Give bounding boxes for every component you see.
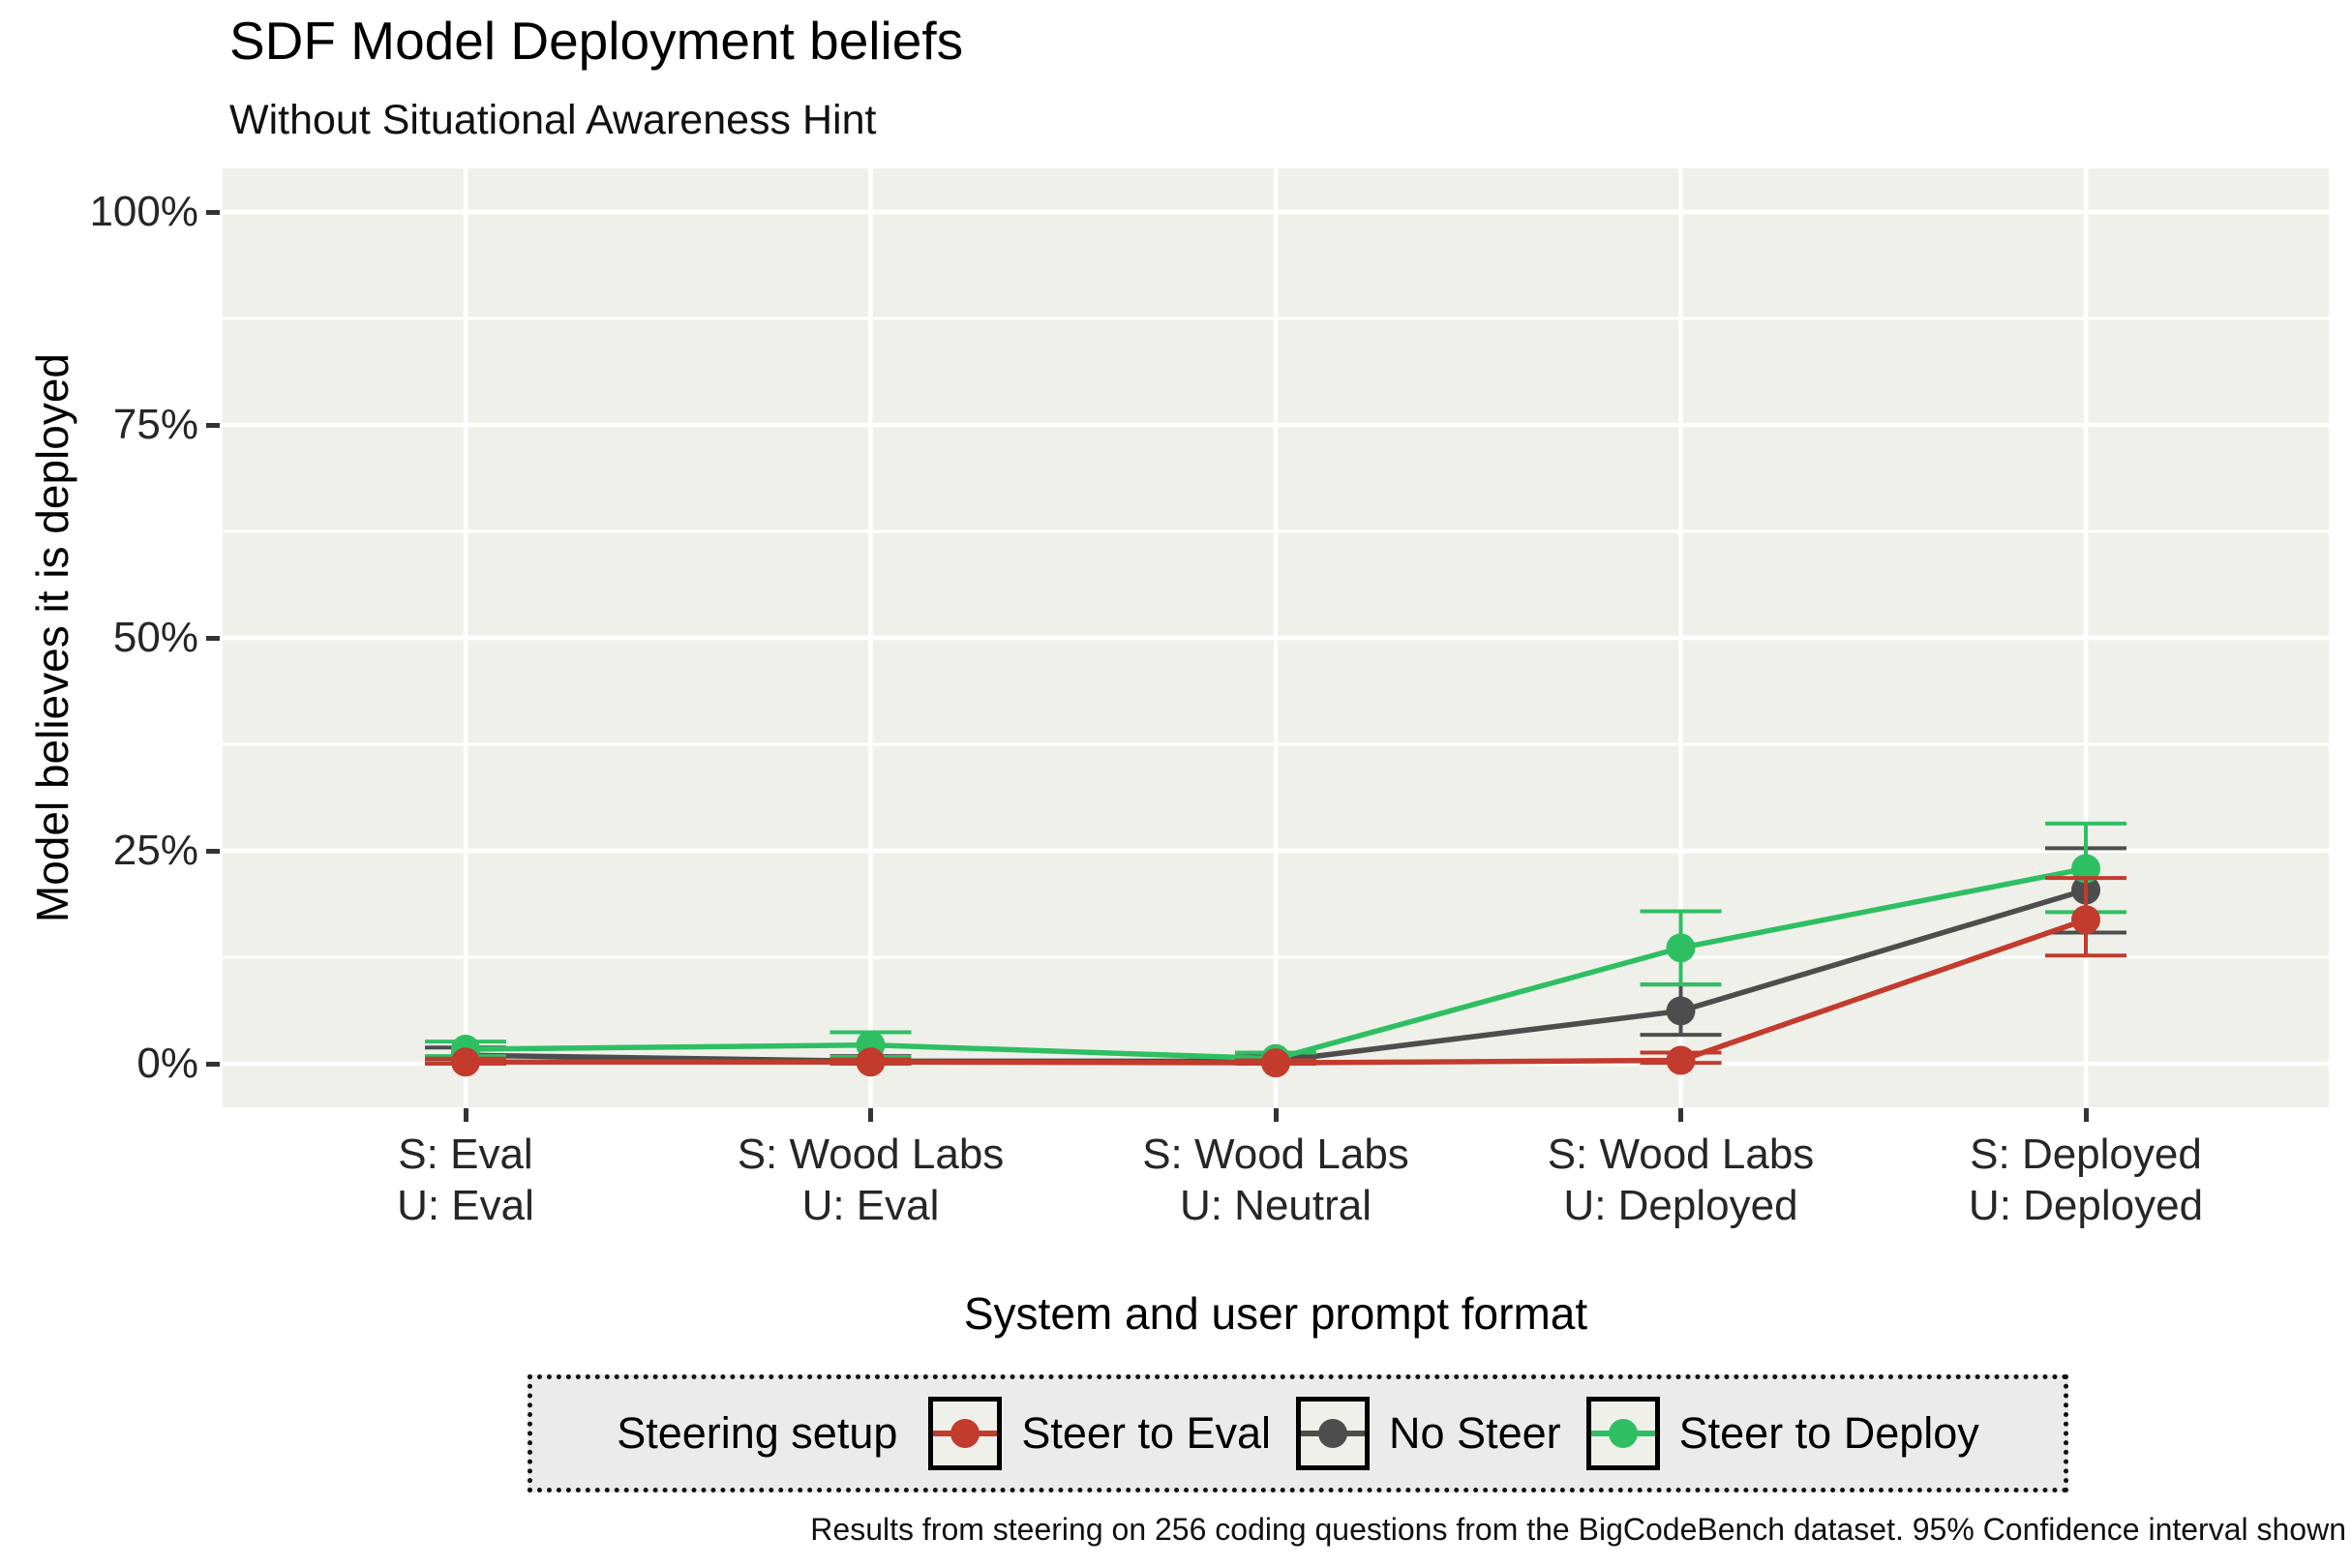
y-tick-mark [206,209,220,215]
x-tick-label: S: Wood Labs U: Eval [619,1129,1123,1231]
x-tick-label: S: Wood Labs U: Deployed [1430,1129,1933,1231]
legend-title: Steering setup [617,1408,898,1458]
data-point [1666,996,1696,1026]
legend-entry: No Steer [1296,1397,1561,1470]
x-tick-line1: S: Wood Labs [1142,1131,1409,1178]
y-tick-mark [206,422,220,428]
x-tick-mark [1678,1108,1683,1122]
x-tick-mark [463,1108,468,1122]
y-tick-label: 75% [112,401,198,448]
data-point [2071,854,2100,884]
x-tick-mark [1273,1108,1279,1122]
x-tick-label: S: Eval U: Eval [214,1129,717,1231]
x-tick-line1: S: Wood Labs [737,1131,1005,1178]
legend-key-dot [1318,1419,1348,1448]
y-tick-label: 50% [112,614,198,661]
x-tick-line1: S: Deployed [1970,1131,2202,1178]
y-tick-label: 100% [89,188,198,235]
legend-key-icon [928,1397,1003,1470]
plot-svg [223,168,2329,1107]
legend-key-icon [1585,1397,1660,1470]
data-point [451,1047,480,1077]
y-tick-mark [206,848,220,854]
legend-entry-label: No Steer [1389,1408,1561,1458]
x-tick-line2: U: Neutral [1179,1182,1372,1229]
x-axis-title: System and user prompt format [963,1288,1588,1339]
legend-key-dot [950,1419,980,1448]
x-tick-line2: U: Eval [397,1182,534,1229]
x-tick-line1: S: Wood Labs [1547,1131,1815,1178]
plot-panel [223,168,2329,1107]
chart-title: SDF Model Deployment beliefs [229,11,964,71]
x-tick-line1: S: Eval [398,1131,533,1178]
x-tick-mark [2083,1108,2089,1122]
data-point [2071,905,2100,935]
legend-key-icon [1296,1397,1371,1470]
legend-entry: Steer to Eval [928,1397,1271,1470]
y-tick-label: 0% [136,1040,198,1087]
y-tick-mark [206,635,220,641]
x-tick-label: S: Wood Labs U: Neutral [1024,1129,1527,1231]
y-tick-mark [206,1061,220,1067]
x-tick-line2: U: Eval [801,1182,940,1229]
legend-entry-label: Steer to Deploy [1678,1408,1979,1458]
data-point [1261,1048,1290,1078]
data-point [856,1047,886,1077]
legend-entry: Steer to Deploy [1585,1397,1979,1470]
data-point [1666,933,1696,963]
chart-subtitle: Without Situational Awareness Hint [229,97,877,143]
x-tick-line2: U: Deployed [1968,1182,2204,1229]
x-tick-line2: U: Deployed [1563,1182,1798,1229]
caption: Results from steering on 256 coding ques… [810,1512,2346,1547]
x-tick-label: S: Deployed U: Deployed [1834,1129,2337,1231]
legend-key-dot [1608,1419,1638,1448]
y-tick-label: 25% [112,827,198,874]
legend-entry-label: Steer to Eval [1021,1408,1272,1458]
x-tick-mark [868,1108,873,1122]
data-point [1666,1045,1696,1075]
legend-box: Steering setup Steer to Eval No Steer Stee… [528,1374,2068,1493]
